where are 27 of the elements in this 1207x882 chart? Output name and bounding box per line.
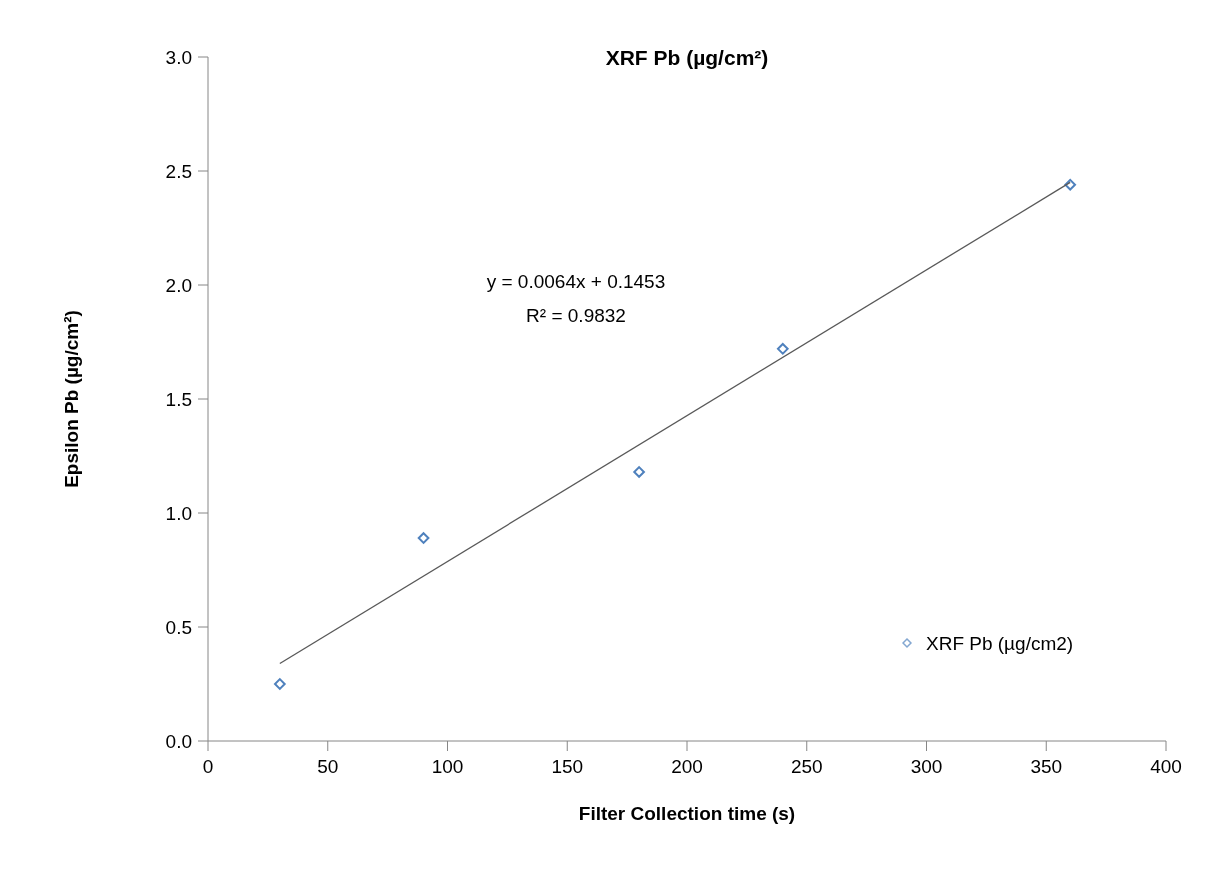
x-axis-title: Filter Collection time (s)	[578, 803, 796, 824]
y-tick-label: 1.0	[165, 502, 192, 524]
point	[417, 532, 430, 544]
point	[274, 678, 286, 690]
x-tick-label: 0	[202, 756, 214, 777]
y-tick-label: 0.5	[165, 616, 192, 638]
chart-title: XRF Pb (µg/cm²)	[605, 46, 769, 69]
point	[633, 466, 645, 478]
x-tick-label: 200	[671, 756, 703, 777]
y-axis-title: Epsilon Pb (µg/cm²)	[61, 310, 82, 488]
y-tick-label: 2.0	[165, 274, 192, 296]
point	[776, 343, 789, 355]
x-tick-label: 50	[317, 756, 339, 777]
y-tick-label: 3.0	[165, 46, 192, 68]
annotation: y = 0.0064x + 0.1453	[486, 271, 666, 292]
x-tick-label: 400	[1150, 756, 1182, 777]
x-tick-label: 100	[431, 756, 464, 777]
legend-label: XRF Pb (µg/cm2)	[926, 632, 1074, 654]
y-tick-label: 1.5	[165, 388, 192, 410]
annotation: R² = 0.9832	[526, 305, 626, 326]
x-tick-label: 300	[910, 756, 943, 777]
y-tick-label: 2.5	[165, 160, 192, 182]
x-tick-label: 250	[790, 756, 823, 777]
x-tick-label: 350	[1030, 756, 1063, 777]
x-tick-label: 150	[551, 756, 584, 777]
y-tick-label: 0.0	[165, 730, 192, 752]
point	[1064, 178, 1077, 191]
